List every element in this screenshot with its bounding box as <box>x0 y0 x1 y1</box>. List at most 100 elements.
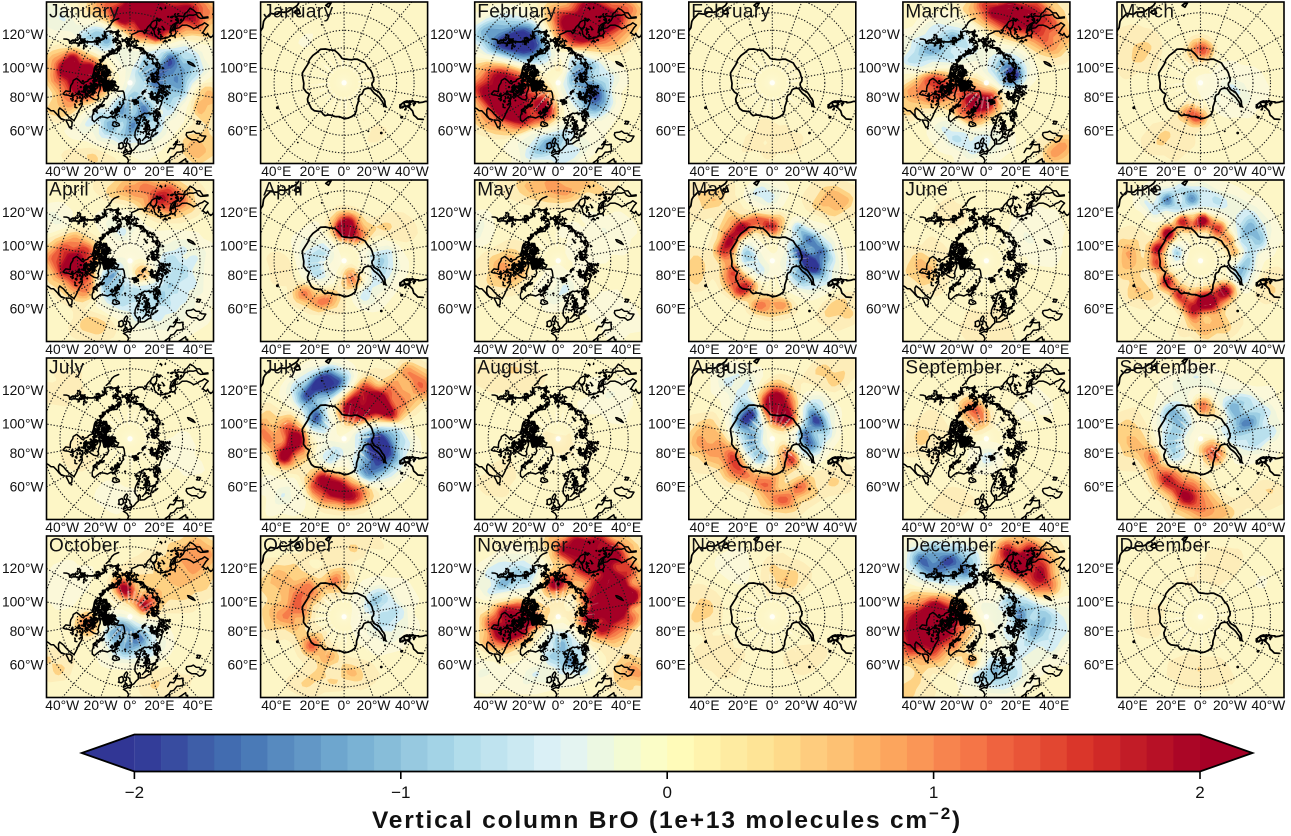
svg-text:40°E: 40°E <box>183 698 213 713</box>
svg-text:0°: 0° <box>552 520 565 535</box>
svg-text:120°E: 120°E <box>648 561 686 576</box>
svg-text:40°W: 40°W <box>45 164 79 179</box>
svg-text:80°E: 80°E <box>1084 446 1114 461</box>
svg-text:80°E: 80°E <box>656 268 686 283</box>
svg-text:0°: 0° <box>980 342 993 357</box>
svg-text:60°E: 60°E <box>656 123 686 138</box>
svg-text:80°W: 80°W <box>10 90 44 105</box>
svg-text:40°W: 40°W <box>1251 164 1285 179</box>
svg-text:January: January <box>49 2 119 23</box>
svg-text:120°W: 120°W <box>858 561 900 576</box>
svg-text:40°W: 40°W <box>823 342 857 357</box>
svg-text:40°E: 40°E <box>261 342 291 357</box>
svg-text:80°E: 80°E <box>1084 624 1114 639</box>
svg-text:40°E: 40°E <box>611 342 641 357</box>
svg-text:60°E: 60°E <box>228 123 258 138</box>
svg-text:80°W: 80°W <box>866 624 900 639</box>
svg-text:40°W: 40°W <box>902 520 936 535</box>
svg-text:120°E: 120°E <box>220 205 258 220</box>
svg-text:60°W: 60°W <box>438 301 472 316</box>
svg-text:40°E: 40°E <box>1118 698 1148 713</box>
svg-text:80°E: 80°E <box>656 624 686 639</box>
svg-text:60°W: 60°W <box>10 301 44 316</box>
svg-text:40°E: 40°E <box>261 164 291 179</box>
svg-text:120°W: 120°W <box>2 383 44 398</box>
svg-text:40°E: 40°E <box>261 520 291 535</box>
svg-text:80°W: 80°W <box>438 268 472 283</box>
svg-text:December: December <box>1120 536 1211 557</box>
svg-text:20°E: 20°E <box>573 698 603 713</box>
svg-text:60°W: 60°W <box>866 123 900 138</box>
svg-text:0°: 0° <box>980 698 993 713</box>
svg-text:40°E: 40°E <box>689 698 719 713</box>
svg-text:80°E: 80°E <box>228 446 258 461</box>
svg-text:−1: −1 <box>391 783 410 802</box>
svg-text:0°: 0° <box>766 520 779 535</box>
svg-text:120°W: 120°W <box>2 561 44 576</box>
svg-text:80°W: 80°W <box>438 446 472 461</box>
svg-text:July: July <box>263 358 298 379</box>
svg-text:100°W: 100°W <box>858 61 900 76</box>
svg-text:December: December <box>905 536 996 557</box>
svg-text:80°E: 80°E <box>656 90 686 105</box>
svg-text:60°W: 60°W <box>10 123 44 138</box>
svg-text:20°E: 20°E <box>300 698 330 713</box>
svg-text:0°: 0° <box>552 164 565 179</box>
svg-text:0°: 0° <box>337 164 350 179</box>
svg-text:60°E: 60°E <box>656 657 686 672</box>
svg-text:20°E: 20°E <box>144 698 174 713</box>
svg-text:100°W: 100°W <box>2 595 44 610</box>
svg-text:February: February <box>691 2 770 23</box>
svg-text:40°E: 40°E <box>689 520 719 535</box>
svg-text:120°W: 120°W <box>430 205 472 220</box>
svg-text:20°E: 20°E <box>1156 342 1186 357</box>
svg-text:40°E: 40°E <box>183 164 213 179</box>
svg-text:20°W: 20°W <box>785 698 819 713</box>
svg-text:80°E: 80°E <box>1084 90 1114 105</box>
svg-text:120°E: 120°E <box>648 27 686 42</box>
svg-text:80°W: 80°W <box>438 90 472 105</box>
svg-text:June: June <box>905 180 948 201</box>
svg-text:August: August <box>477 358 539 379</box>
svg-text:40°E: 40°E <box>1118 342 1148 357</box>
svg-text:60°E: 60°E <box>1084 657 1114 672</box>
svg-text:120°E: 120°E <box>1076 383 1114 398</box>
svg-text:August: August <box>691 358 753 379</box>
svg-text:120°E: 120°E <box>648 383 686 398</box>
svg-text:20°W: 20°W <box>785 342 819 357</box>
svg-text:20°W: 20°W <box>512 698 546 713</box>
svg-text:April: April <box>49 180 89 201</box>
svg-text:60°W: 60°W <box>866 479 900 494</box>
svg-text:20°E: 20°E <box>728 520 758 535</box>
svg-text:40°E: 40°E <box>611 698 641 713</box>
svg-text:20°W: 20°W <box>785 164 819 179</box>
svg-text:80°W: 80°W <box>10 446 44 461</box>
svg-text:20°W: 20°W <box>512 164 546 179</box>
svg-text:0°: 0° <box>1194 520 1207 535</box>
svg-text:0°: 0° <box>337 342 350 357</box>
svg-text:40°W: 40°W <box>1251 342 1285 357</box>
svg-text:100°E: 100°E <box>648 61 686 76</box>
svg-text:0°: 0° <box>552 342 565 357</box>
svg-text:40°E: 40°E <box>611 164 641 179</box>
svg-text:60°W: 60°W <box>438 657 472 672</box>
svg-text:0°: 0° <box>337 520 350 535</box>
svg-text:60°E: 60°E <box>228 479 258 494</box>
svg-text:100°E: 100°E <box>648 417 686 432</box>
svg-text:20°E: 20°E <box>1001 164 1031 179</box>
svg-text:40°W: 40°W <box>45 698 79 713</box>
svg-text:60°W: 60°W <box>438 479 472 494</box>
svg-text:October: October <box>263 536 334 557</box>
svg-text:120°E: 120°E <box>220 27 258 42</box>
svg-text:40°E: 40°E <box>689 342 719 357</box>
svg-text:100°W: 100°W <box>858 417 900 432</box>
svg-text:20°W: 20°W <box>357 164 391 179</box>
svg-text:20°E: 20°E <box>300 164 330 179</box>
svg-text:0°: 0° <box>123 698 136 713</box>
svg-text:120°E: 120°E <box>1076 561 1114 576</box>
svg-text:0: 0 <box>662 783 671 802</box>
svg-text:40°W: 40°W <box>473 342 507 357</box>
svg-text:60°E: 60°E <box>1084 123 1114 138</box>
svg-text:120°E: 120°E <box>220 383 258 398</box>
svg-text:100°E: 100°E <box>220 239 258 254</box>
